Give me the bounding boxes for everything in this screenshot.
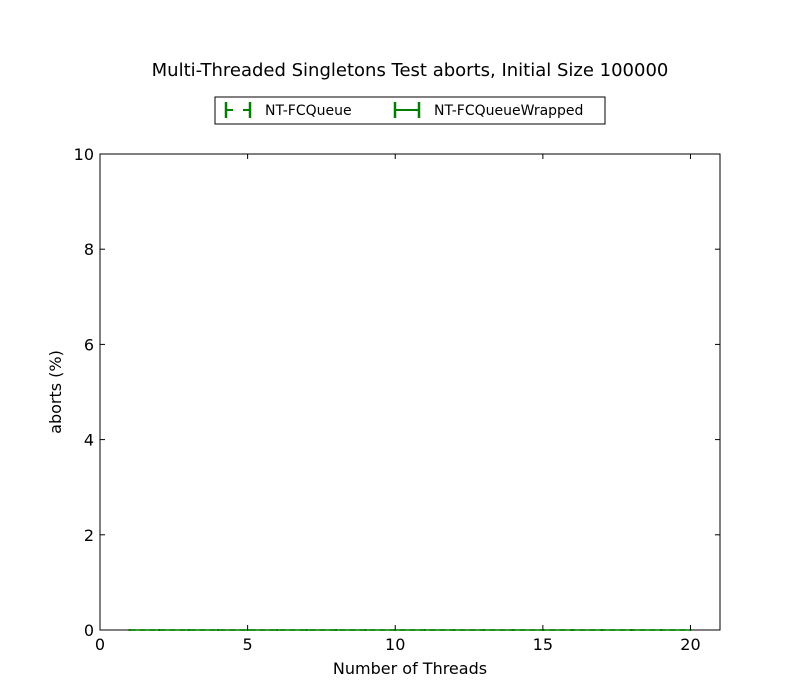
legend-entry-1: NT-FCQueueWrapped [393, 102, 583, 119]
chart-title: Multi-Threaded Singletons Test aborts, I… [152, 60, 669, 81]
x-tick-label: 20 [680, 635, 700, 654]
y-tick-label: 10 [74, 145, 94, 164]
x-tick-label: 15 [533, 635, 553, 654]
y-tick-label: 6 [84, 335, 94, 354]
x-tick-label: 5 [243, 635, 253, 654]
y-axis-label: aborts (%) [46, 350, 65, 434]
y-tick-label: 8 [84, 240, 94, 259]
legend-label: NT-FCQueue [265, 103, 352, 119]
legend-entry-0: NT-FCQueue [224, 102, 352, 119]
y-tick-label: 0 [84, 621, 94, 640]
x-tick-label: 0 [95, 635, 105, 654]
y-tick-label: 2 [84, 526, 94, 545]
legend: NT-FCQueue NT-FCQueueWrapped [214, 96, 606, 125]
x-axis-label: Number of Threads [333, 659, 487, 678]
series-layer [128, 629, 692, 631]
x-axis: 0 5 10 15 20 [95, 154, 701, 654]
y-tick-label: 4 [84, 431, 94, 450]
y-axis: 0 2 4 6 8 10 [74, 145, 720, 640]
legend-label: NT-FCQueueWrapped [434, 103, 583, 119]
x-tick-label: 10 [385, 635, 405, 654]
plot-area [99, 153, 721, 631]
